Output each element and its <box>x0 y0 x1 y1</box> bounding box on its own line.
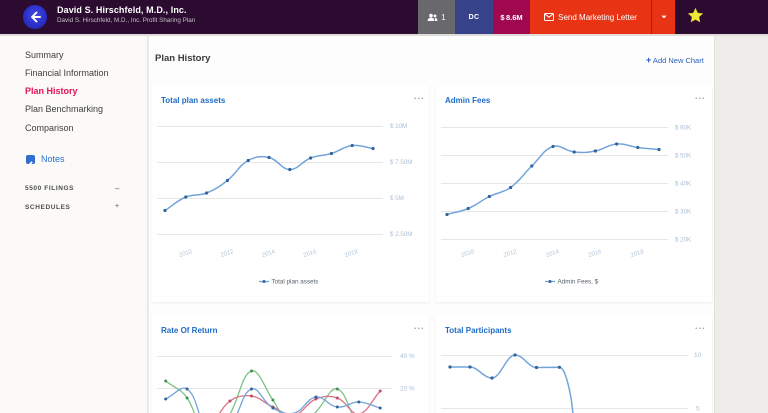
svg-text:2014: 2014 <box>261 249 276 259</box>
svg-text:5: 5 <box>696 406 700 413</box>
svg-text:$ 40K: $ 40K <box>675 181 692 188</box>
svg-text:$ 2.50M: $ 2.50M <box>390 231 412 238</box>
svg-text:2010: 2010 <box>461 249 476 259</box>
svg-text:2010: 2010 <box>178 249 193 259</box>
svg-text:$ 50K: $ 50K <box>675 153 692 160</box>
svg-text:$ 10M: $ 10M <box>390 123 407 130</box>
svg-text:2012: 2012 <box>503 249 518 259</box>
svg-text:Total plan assets: Total plan assets <box>272 279 319 286</box>
svg-text:20 %: 20 % <box>400 386 415 393</box>
svg-text:$ 20K: $ 20K <box>675 237 692 244</box>
svg-text:Admin Fees, $: Admin Fees, $ <box>558 279 599 286</box>
svg-text:10: 10 <box>694 352 702 359</box>
svg-text:2016: 2016 <box>588 249 603 259</box>
svg-text:$ 5M: $ 5M <box>390 195 404 202</box>
svg-text:2014: 2014 <box>545 249 560 259</box>
svg-text:2016: 2016 <box>303 249 318 259</box>
svg-text:$ 7.50M: $ 7.50M <box>390 159 412 166</box>
svg-text:40 %: 40 % <box>400 353 415 360</box>
svg-text:2018: 2018 <box>630 249 645 259</box>
svg-text:$ 60K: $ 60K <box>675 125 692 132</box>
svg-text:$ 30K: $ 30K <box>675 209 692 216</box>
svg-text:2018: 2018 <box>344 249 359 259</box>
svg-text:2012: 2012 <box>220 249 235 259</box>
